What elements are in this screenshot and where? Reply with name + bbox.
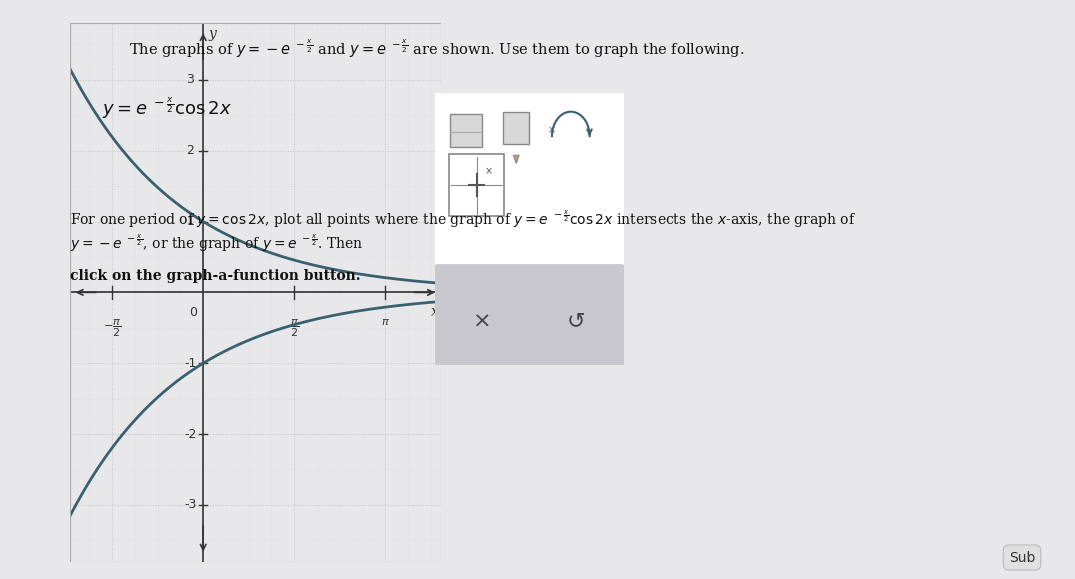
Text: -3: -3: [184, 499, 197, 511]
Text: $\dfrac{\pi}{2}$: $\dfrac{\pi}{2}$: [289, 317, 299, 339]
Text: -2: -2: [184, 428, 197, 441]
Text: $-\dfrac{\pi}{2}$: $-\dfrac{\pi}{2}$: [103, 317, 121, 339]
Text: For one period of $y=\cos 2x$, plot all points where the graph of $y=e^{\ -\frac: For one period of $y=\cos 2x$, plot all …: [70, 208, 856, 254]
Text: y: y: [209, 27, 216, 41]
FancyBboxPatch shape: [449, 154, 504, 217]
Text: 1: 1: [186, 215, 195, 228]
Text: The graphs of $y=-e^{\ -\frac{x}{2}}$ and $y=e^{\ -\frac{x}{2}}$ are shown. Use : The graphs of $y=-e^{\ -\frac{x}{2}}$ an…: [129, 38, 744, 60]
Text: -1: -1: [184, 357, 197, 370]
Text: $\pi$: $\pi$: [381, 317, 389, 327]
FancyBboxPatch shape: [432, 264, 627, 368]
FancyBboxPatch shape: [432, 90, 627, 368]
Text: ↺: ↺: [568, 312, 586, 331]
Polygon shape: [514, 155, 519, 163]
Text: Sub: Sub: [1008, 551, 1035, 565]
Text: 2: 2: [186, 144, 195, 157]
Text: ×: ×: [485, 167, 493, 177]
Polygon shape: [450, 115, 483, 147]
Text: x: x: [431, 305, 439, 319]
Text: 3: 3: [186, 74, 195, 86]
Text: ×: ×: [548, 126, 556, 135]
Text: ×: ×: [473, 312, 491, 331]
Text: click on the graph-a-function button.: click on the graph-a-function button.: [70, 269, 360, 283]
Text: 0: 0: [189, 306, 197, 318]
Polygon shape: [503, 112, 530, 144]
Text: $y=e^{\ -\frac{x}{2}}\cos 2x$: $y=e^{\ -\frac{x}{2}}\cos 2x$: [102, 96, 232, 121]
